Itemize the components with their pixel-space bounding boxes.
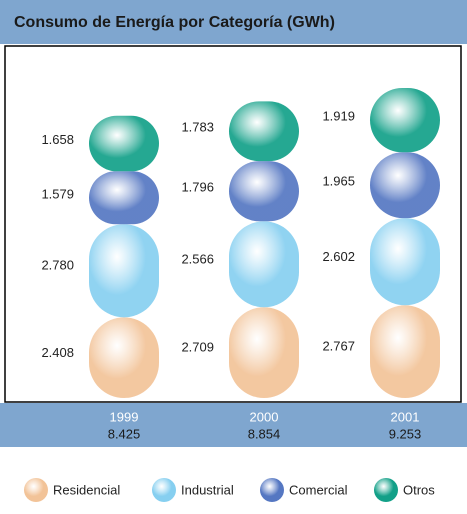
value-label: 2.709: [181, 340, 214, 355]
legend-swatch: [152, 478, 176, 502]
chart: Consumo de Energía por Categoría (GWh) 2…: [0, 0, 467, 509]
total-label: 8.854: [248, 426, 281, 441]
legend-label: Comercial: [289, 482, 348, 497]
segment: [370, 305, 440, 398]
category-label: 1999: [110, 409, 139, 424]
value-label: 2.767: [322, 338, 355, 353]
value-label: 2.780: [41, 258, 74, 273]
legend-label: Residencial: [53, 482, 120, 497]
segment: [229, 221, 299, 307]
segment: [229, 101, 299, 161]
segment: [370, 152, 440, 218]
value-label: 1.783: [181, 120, 214, 135]
value-label: 2.602: [322, 249, 355, 264]
legend-swatch: [374, 478, 398, 502]
legend-label: Otros: [403, 482, 435, 497]
category-label: 2000: [250, 409, 279, 424]
value-label: 2.566: [181, 251, 214, 266]
segment: [89, 224, 159, 317]
segment: [229, 307, 299, 398]
category-label: 2001: [391, 409, 420, 424]
legend-label: Industrial: [181, 482, 234, 497]
value-label: 1.796: [181, 180, 214, 195]
total-label: 8.425: [108, 426, 141, 441]
value-label: 1.658: [41, 132, 74, 147]
segment: [89, 116, 159, 172]
segment: [89, 317, 159, 398]
legend-swatch: [260, 478, 284, 502]
legend-swatch: [24, 478, 48, 502]
chart-title: Consumo de Energía por Categoría (GWh): [14, 14, 335, 31]
value-label: 1.579: [41, 187, 74, 202]
segment: [370, 218, 440, 305]
segment: [370, 88, 440, 152]
value-label: 2.408: [41, 345, 74, 360]
value-label: 1.919: [322, 108, 355, 123]
segment: [229, 161, 299, 221]
segment: [89, 171, 159, 224]
value-label: 1.965: [322, 173, 355, 188]
total-label: 9.253: [389, 426, 422, 441]
